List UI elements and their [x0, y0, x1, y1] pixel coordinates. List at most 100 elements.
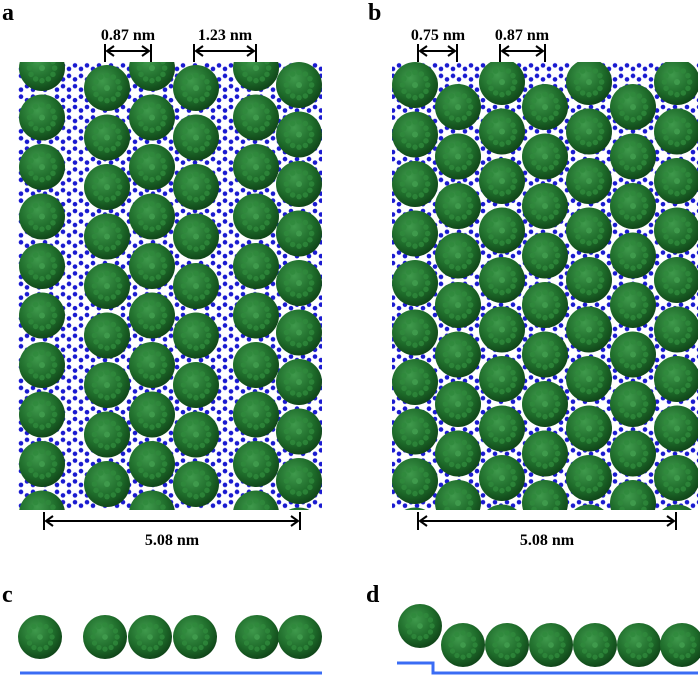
panel-a-lattice [18, 62, 322, 557]
dim-label: 0.87 nm [101, 27, 156, 44]
fullerene-molecule [392, 359, 438, 405]
dimension-b-1: 0.75 nm [411, 27, 466, 62]
fullerene-molecule [441, 623, 485, 667]
dimension-a-2: 1.23 nm [193, 27, 257, 62]
fullerene-molecule [129, 391, 175, 438]
arrowhead [447, 45, 457, 57]
fullerene-molecule [610, 232, 656, 279]
fullerene-molecule [173, 65, 219, 111]
fullerene-molecule [84, 213, 130, 260]
fullerene-molecule [654, 62, 698, 105]
fullerene-molecule [129, 292, 175, 339]
fullerene-molecule [233, 490, 279, 510]
fullerene-molecule [566, 306, 612, 353]
fullerene-molecule [566, 62, 612, 105]
arrowhead [246, 45, 256, 57]
panel-b-lattice [392, 62, 698, 510]
arrowhead [105, 45, 115, 57]
fullerene-molecule [128, 615, 172, 659]
fullerene-molecule [522, 183, 568, 229]
fullerene-molecule [398, 604, 442, 648]
fullerene-molecule [522, 331, 568, 378]
fullerene-molecule [479, 306, 525, 353]
panel-label-a: a [2, 0, 14, 26]
fullerene-molecule [479, 455, 525, 501]
fullerene-molecule [522, 430, 568, 477]
dim-label: 5.08 nm [145, 532, 200, 549]
fullerene-molecule [84, 263, 130, 309]
graphene-lattice-a [18, 62, 322, 510]
fullerene-molecule [522, 232, 568, 279]
fullerene-molecule [276, 210, 322, 257]
fullerene-molecule [566, 158, 612, 204]
fullerene-molecule [566, 455, 612, 501]
fullerene-molecule [19, 490, 65, 510]
fullerene-molecule [522, 480, 568, 510]
arrowhead [418, 515, 428, 527]
fullerene-molecule [19, 342, 65, 388]
fullerene-molecule [173, 615, 217, 659]
fullerene-molecule [610, 133, 656, 180]
fullerene-molecule [129, 490, 175, 510]
arrowhead [500, 45, 510, 57]
fullerene-molecule [84, 164, 130, 210]
fullerene-molecule [276, 111, 322, 158]
fullerene-molecule [529, 623, 573, 667]
fullerene-molecule [610, 381, 656, 427]
fullerene-molecule [83, 615, 127, 659]
fullerene-molecule [654, 306, 698, 353]
fullerene-molecule [392, 161, 438, 207]
fullerene-molecule [435, 183, 481, 229]
fullerene-molecule [479, 207, 525, 254]
fullerene-molecule [660, 623, 700, 667]
fullerene-row-d [398, 604, 700, 667]
fullerene-molecule [276, 161, 322, 207]
fullerene-molecule [479, 62, 525, 105]
fullerene-molecule [129, 94, 175, 141]
dim-label: 5.08 nm [520, 532, 575, 549]
fullerene-molecule [654, 257, 698, 303]
fullerene-molecule [566, 405, 612, 452]
fullerene-molecule [276, 62, 322, 108]
fullerene-molecule [566, 108, 612, 155]
fullerene-molecule [392, 309, 438, 356]
fullerene-molecule [233, 292, 279, 339]
fullerene-molecule [276, 309, 322, 356]
fullerene-molecule [435, 133, 481, 180]
fullerene-molecule [392, 62, 438, 108]
fullerene-molecule [278, 615, 322, 659]
fullerene-molecule [233, 441, 279, 487]
dimension-b-width: 5.08 nm [417, 512, 677, 549]
fullerene-molecule [654, 207, 698, 254]
fullerene-molecule [233, 193, 279, 240]
fullerene-molecule [84, 511, 130, 557]
dimension-a-1: 0.87 nm [101, 27, 156, 62]
fullerene-molecule [522, 133, 568, 180]
fullerene-molecule [610, 282, 656, 328]
fullerene-molecule [392, 260, 438, 306]
fullerene-molecule [19, 62, 65, 91]
fullerene-molecule [392, 408, 438, 455]
dim-label: 0.75 nm [411, 27, 466, 44]
dim-label: 0.87 nm [495, 27, 550, 44]
fullerene-molecule [276, 260, 322, 306]
fullerene-molecule [654, 455, 698, 501]
fullerene-molecule [19, 193, 65, 240]
fullerene-molecule [392, 458, 438, 504]
fullerene-molecule [84, 461, 130, 507]
fullerene-molecule [84, 65, 130, 111]
fullerene-molecule [19, 94, 65, 141]
fullerene-molecule [435, 331, 481, 378]
fullerene-molecule [129, 144, 175, 190]
arrowhead [194, 45, 204, 57]
arrowhead [141, 45, 151, 57]
fullerene-molecule [479, 108, 525, 155]
fullerene-molecule [84, 362, 130, 408]
fullerene-molecule [129, 62, 175, 91]
arrowhead [418, 45, 428, 57]
dimension-a-width: 5.08 nm [43, 512, 301, 549]
fullerene-molecule [392, 111, 438, 158]
fullerene-molecule [233, 391, 279, 438]
fullerene-molecule [662, 504, 692, 510]
fullerene-molecule [435, 430, 481, 477]
